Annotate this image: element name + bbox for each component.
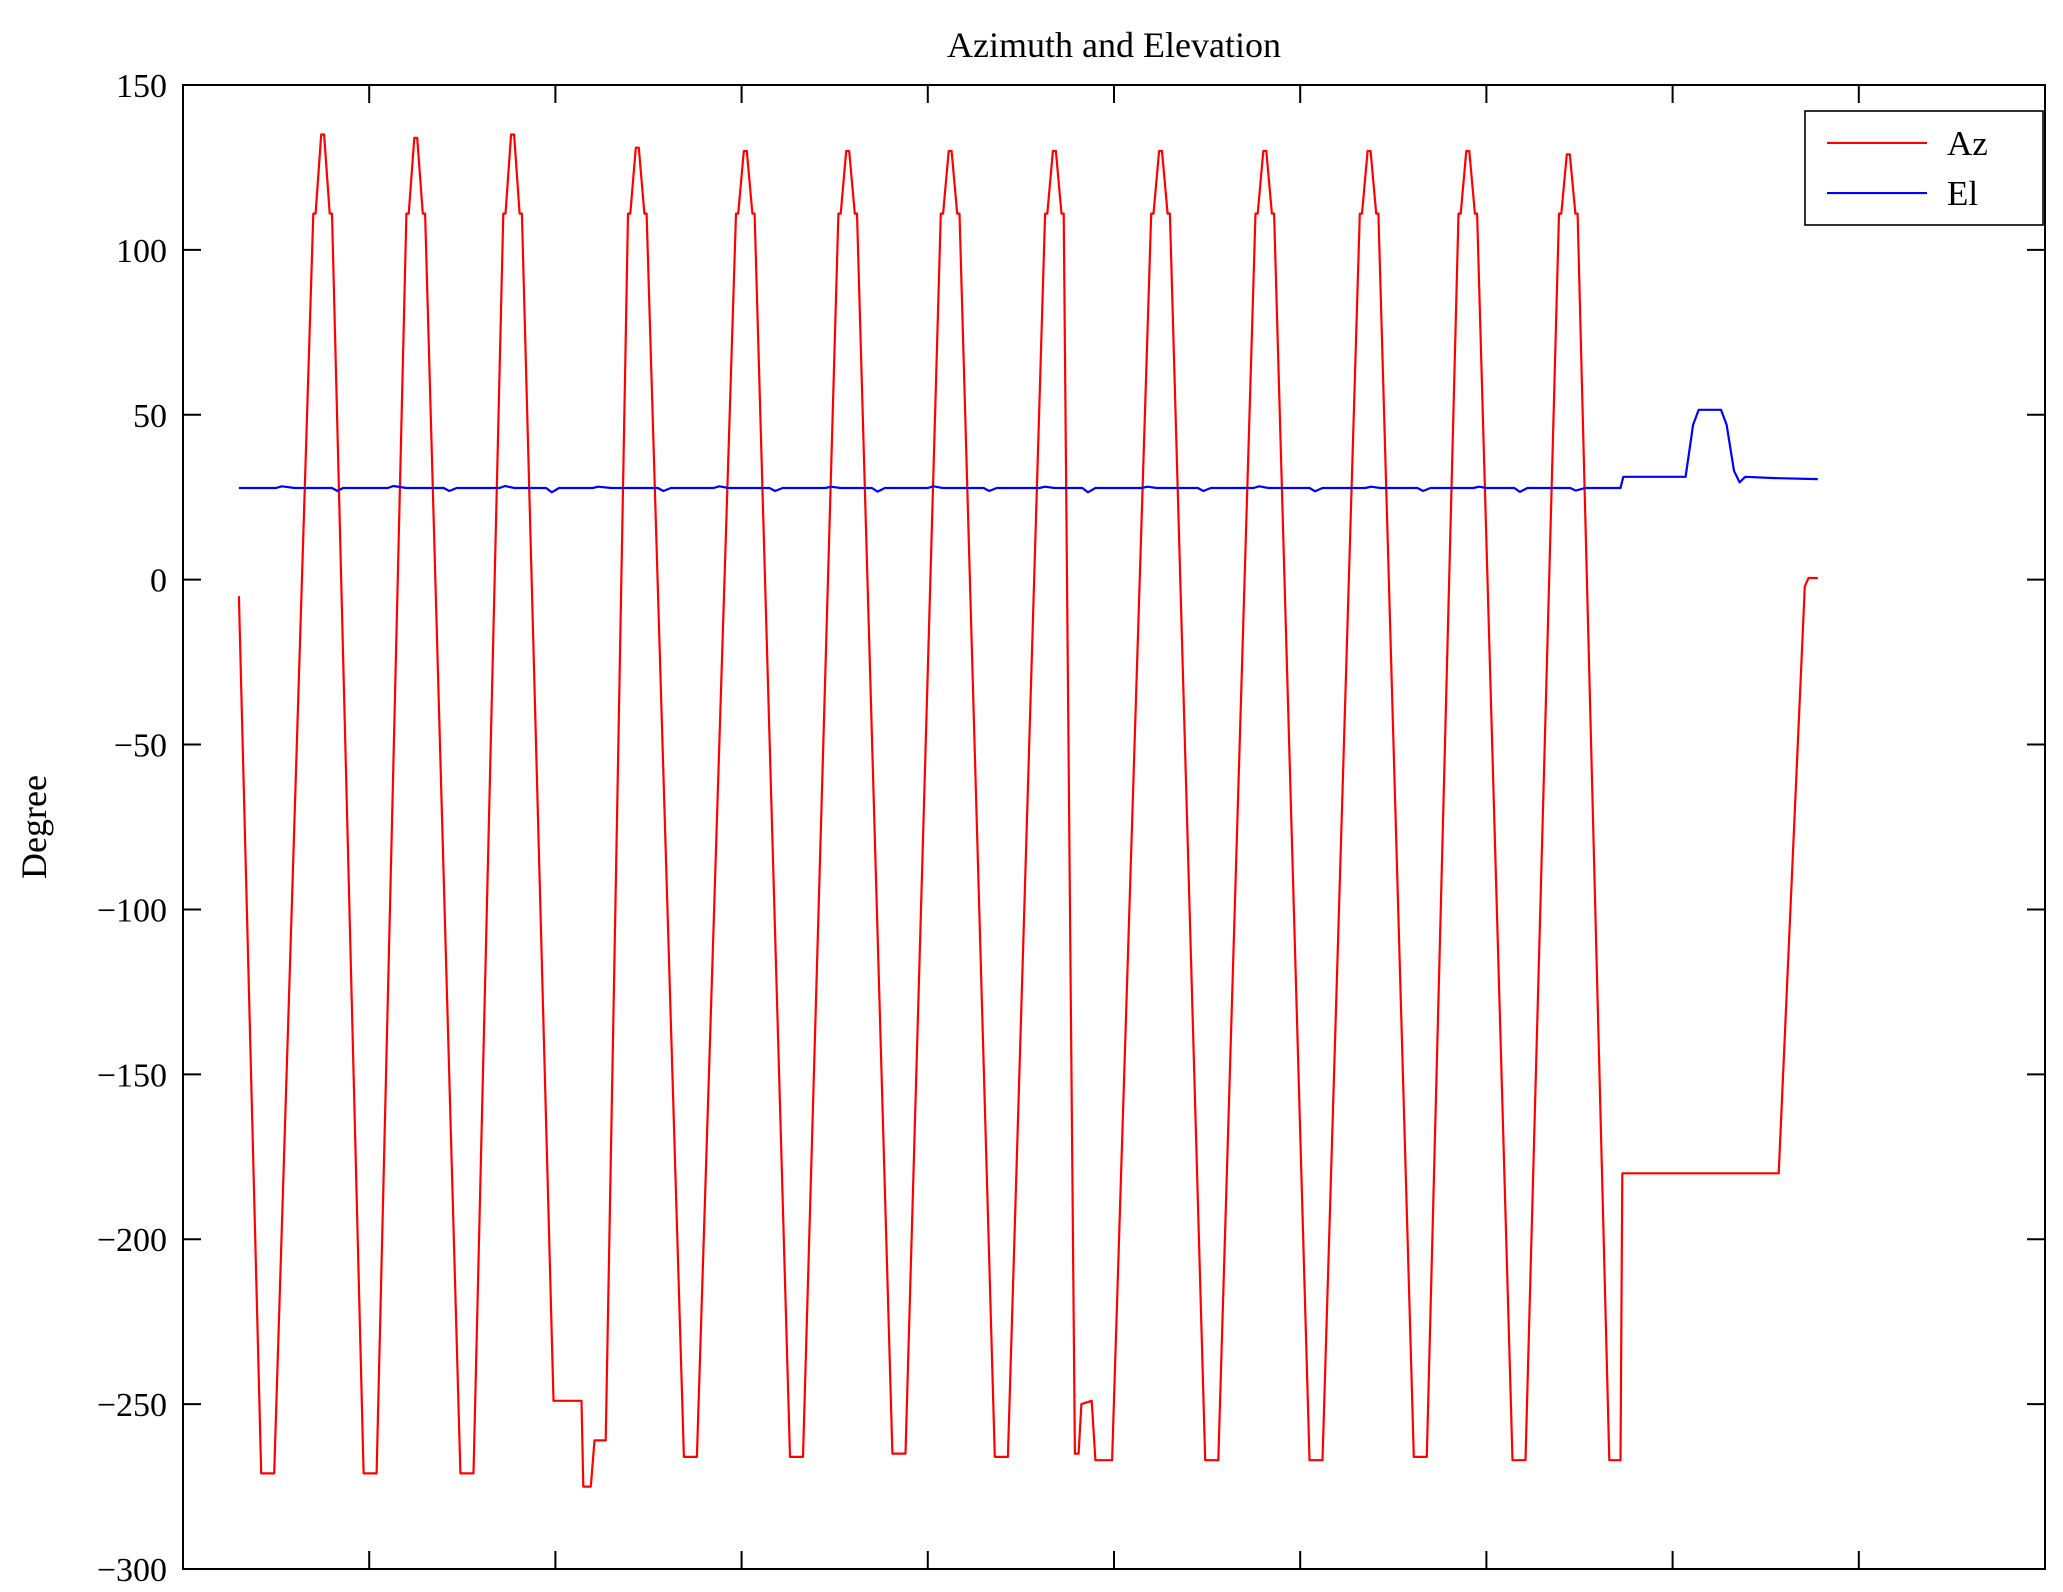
y-tick-label: −50 xyxy=(114,728,167,765)
plot-border xyxy=(182,84,2046,1570)
chart-title: Azimuth and Elevation xyxy=(947,25,1281,65)
legend-label: Az xyxy=(1947,124,1988,163)
series-az-line xyxy=(237,133,1818,1488)
legend-label: El xyxy=(1947,174,1978,213)
y-tick-label: 50 xyxy=(133,398,167,435)
y-tick-label: −200 xyxy=(97,1222,167,1259)
y-tick-label: 100 xyxy=(116,233,167,270)
y-axis-ticks: −300 −250 −200 −150 −100 −50 0 50 100 150 xyxy=(97,68,2045,1589)
y-tick-label: −150 xyxy=(97,1057,167,1094)
legend-box xyxy=(1804,110,2044,226)
y-tick-label: 0 xyxy=(150,563,167,600)
y-tick-label: −250 xyxy=(97,1387,167,1424)
series-el-line xyxy=(238,408,1818,494)
y-tick-label: −300 xyxy=(97,1552,167,1589)
x-axis-ticks xyxy=(182,85,2046,1569)
y-tick-label: −100 xyxy=(97,892,167,929)
y-tick-label: 150 xyxy=(116,68,167,105)
legend: Az El xyxy=(1804,110,2044,226)
